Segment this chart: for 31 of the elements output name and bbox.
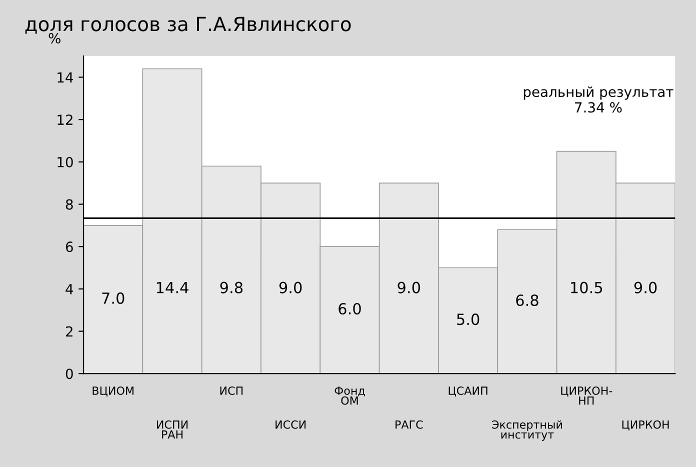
x-tick-label: ЦИРКОН — [622, 420, 669, 430]
y-axis-title: % — [48, 33, 60, 44]
x-tick-label: ИСПИ РАН — [156, 420, 188, 439]
data-label: 10.5 — [571, 282, 602, 294]
ref-line-label: реальный результат 7.34 % — [524, 86, 674, 113]
y-tick-label: 10 — [58, 156, 73, 168]
data-label: 9.0 — [398, 282, 420, 294]
y-tick-label: 2 — [66, 326, 72, 337]
x-tick-label: Экспертный институт — [492, 420, 562, 441]
x-tick-label: ЦИРКОН- НП — [561, 386, 612, 405]
y-tick-label: 0 — [66, 368, 73, 380]
data-label: 5.0 — [457, 314, 480, 326]
data-label: 7.0 — [102, 292, 124, 304]
data-label: 9.8 — [220, 282, 243, 294]
chart-title: доля голосов за Г.А.Явлинского — [25, 16, 351, 34]
x-tick-label: ВЦИОМ — [92, 386, 134, 396]
y-tick-label: 14 — [58, 72, 74, 82]
x-tick-label: ЦСАИП — [448, 386, 488, 396]
y-tick-label: 8 — [66, 199, 73, 210]
y-tick-label: 12 — [58, 114, 72, 125]
data-label: 6.8 — [516, 294, 538, 306]
y-tick-label: 4 — [66, 284, 74, 294]
x-tick-label: Фонд ОМ — [334, 386, 365, 405]
data-label: 9.0 — [634, 282, 657, 294]
x-tick-label: РАГС — [396, 420, 423, 429]
data-label: 9.0 — [279, 282, 302, 294]
x-tick-label: ИСП — [220, 386, 243, 395]
y-tick-label: 6 — [66, 242, 73, 252]
data-label: 14.4 — [156, 282, 188, 294]
x-tick-label: ИССИ — [276, 420, 306, 429]
data-label: 6.0 — [338, 302, 361, 315]
